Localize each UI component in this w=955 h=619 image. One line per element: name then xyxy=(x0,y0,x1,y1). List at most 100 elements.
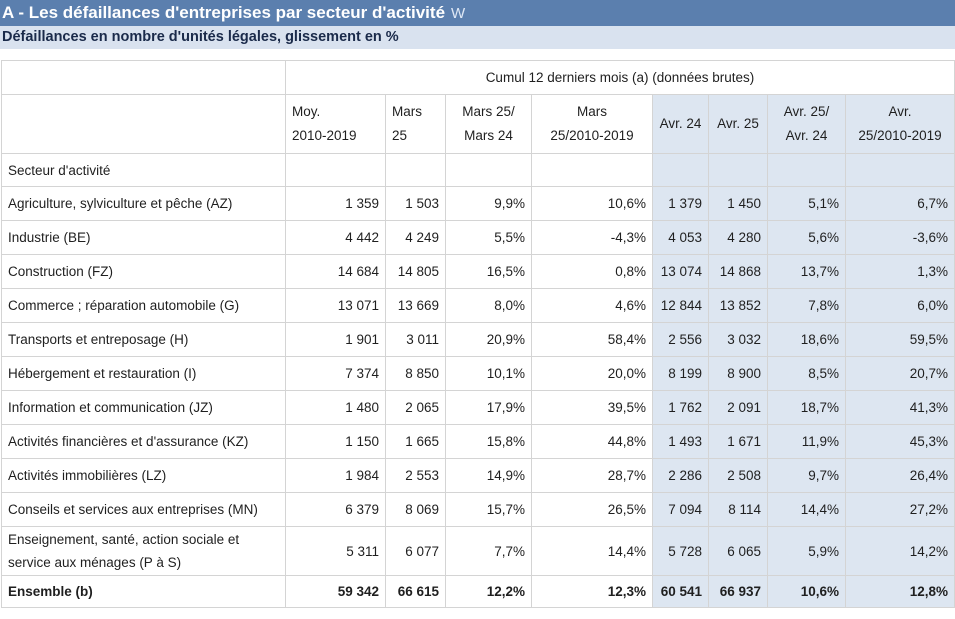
value-cell: 60 541 xyxy=(652,575,709,608)
value-cell: 14,4% xyxy=(767,492,846,527)
value-cell: 26,5% xyxy=(531,492,653,527)
value-cell: 12 844 xyxy=(652,288,709,323)
column-header: Avr. 25 xyxy=(708,94,768,154)
value-cell: 4,6% xyxy=(531,288,653,323)
value-cell: -3,6% xyxy=(845,220,955,255)
value-cell: 2 065 xyxy=(385,390,446,425)
value-cell: 14,2% xyxy=(845,526,955,576)
value-cell: 8 199 xyxy=(652,356,709,391)
value-cell: 10,6% xyxy=(767,575,846,608)
w-logo-icon: W xyxy=(451,5,466,22)
value-cell: 0,8% xyxy=(531,254,653,289)
value-cell: 6,7% xyxy=(845,186,955,221)
value-cell: 2 286 xyxy=(652,458,709,493)
value-cell: 8,5% xyxy=(767,356,846,391)
sector-name: Activités immobilières (LZ) xyxy=(1,458,286,493)
value-cell: 2 556 xyxy=(652,322,709,357)
column-header: Moy. 2010-2019 xyxy=(285,94,386,154)
sector-name: Industrie (BE) xyxy=(1,220,286,255)
sector-name: Agriculture, sylviculture et pêche (AZ) xyxy=(1,186,286,221)
value-cell: 7 094 xyxy=(652,492,709,527)
value-cell: 3 011 xyxy=(385,322,446,357)
table-row: Industrie (BE) 4 442 4 249 5,5% -4,3% 4 053 4 … xyxy=(1,220,955,255)
value-cell: 4 442 xyxy=(285,220,386,255)
value-cell: 6,0% xyxy=(845,288,955,323)
column-header: Avr. 25/Avr. 24 xyxy=(767,94,846,154)
value-cell: 12,2% xyxy=(445,575,532,608)
value-cell: 7 374 xyxy=(285,356,386,391)
value-cell: 1 665 xyxy=(385,424,446,459)
value-cell: 11,9% xyxy=(767,424,846,459)
value-cell: 1 671 xyxy=(708,424,768,459)
value-cell: 5,9% xyxy=(767,526,846,576)
value-cell: 9,9% xyxy=(445,186,532,221)
value-cell: 14 868 xyxy=(708,254,768,289)
value-cell: 13 852 xyxy=(708,288,768,323)
subtitle-bar: Défaillances en nombre d'unités légales,… xyxy=(0,26,955,49)
value-cell: 6 065 xyxy=(708,526,768,576)
value-cell: 41,3% xyxy=(845,390,955,425)
value-cell: 15,7% xyxy=(445,492,532,527)
failures-table: Cumul 12 derniers mois (a) (données brut… xyxy=(1,60,955,608)
value-cell: 1 984 xyxy=(285,458,386,493)
column-header: Mars 25/2010-2019 xyxy=(531,94,653,154)
value-cell: 8 069 xyxy=(385,492,446,527)
value-cell: 17,9% xyxy=(445,390,532,425)
empty-corner-cell xyxy=(1,60,286,95)
value-cell: 2 091 xyxy=(708,390,768,425)
value-cell: 5,1% xyxy=(767,186,846,221)
table-row: Commerce ; réparation automobile (G) 13 0… xyxy=(1,288,955,323)
total-row: Ensemble (b) 59 342 66 615 12,2% 12,3% 60 541… xyxy=(1,575,955,608)
value-cell: 1 359 xyxy=(285,186,386,221)
value-cell: 18,6% xyxy=(767,322,846,357)
value-cell: 4 280 xyxy=(708,220,768,255)
value-cell: 45,3% xyxy=(845,424,955,459)
sector-name: Construction (FZ) xyxy=(1,254,286,289)
column-header: Avr. 24 xyxy=(652,94,709,154)
sector-name: Commerce ; réparation automobile (G) xyxy=(1,288,286,323)
value-cell: 1 901 xyxy=(285,322,386,357)
value-cell: 39,5% xyxy=(531,390,653,425)
value-cell: 1 503 xyxy=(385,186,446,221)
table-row: Enseignement, santé, action sociale et se… xyxy=(1,526,955,576)
value-cell: 66 937 xyxy=(708,575,768,608)
sector-name: Transports et entreposage (H) xyxy=(1,322,286,357)
value-cell: 20,9% xyxy=(445,322,532,357)
value-cell: 44,8% xyxy=(531,424,653,459)
value-cell: 6 379 xyxy=(285,492,386,527)
value-cell: 58,4% xyxy=(531,322,653,357)
sector-label: Secteur d'activité xyxy=(1,153,286,187)
value-cell: 12,3% xyxy=(531,575,653,608)
value-cell: 7,7% xyxy=(445,526,532,576)
value-cell: 18,7% xyxy=(767,390,846,425)
table-row: Transports et entreposage (H) 1 901 3 011 2… xyxy=(1,322,955,357)
value-cell: 13,7% xyxy=(767,254,846,289)
value-cell: 5,6% xyxy=(767,220,846,255)
value-cell: 1 493 xyxy=(652,424,709,459)
value-cell: 14,4% xyxy=(531,526,653,576)
value-cell: 1,3% xyxy=(845,254,955,289)
page-title: A - Les défaillances d'entreprises par s… xyxy=(2,3,446,22)
table-row: Construction (FZ) 14 684 14 805 16,5% 0,8% 13… xyxy=(1,254,955,289)
table-row: Agriculture, sylviculture et pêche (AZ) 1… xyxy=(1,186,955,221)
value-cell: 28,7% xyxy=(531,458,653,493)
sector-name: Information et communication (JZ) xyxy=(1,390,286,425)
page-subtitle: Défaillances en nombre d'unités légales,… xyxy=(2,29,399,45)
value-cell: 10,6% xyxy=(531,186,653,221)
sector-name: Enseignement, santé, action sociale et se… xyxy=(1,526,286,576)
table-row: Information et communication (JZ) 1 480 2 … xyxy=(1,390,955,425)
value-cell: 1 450 xyxy=(708,186,768,221)
value-cell: 14 805 xyxy=(385,254,446,289)
table-row: Hébergement et restauration (I) 7 374 8 85… xyxy=(1,356,955,391)
value-cell: 4 053 xyxy=(652,220,709,255)
value-cell: -4,3% xyxy=(531,220,653,255)
sector-label-row: Secteur d'activité xyxy=(1,153,955,187)
value-cell: 20,0% xyxy=(531,356,653,391)
sector-name: Hébergement et restauration (I) xyxy=(1,356,286,391)
value-cell: 27,2% xyxy=(845,492,955,527)
value-cell: 7,8% xyxy=(767,288,846,323)
table-row: Conseils et services aux entreprises (MN… xyxy=(1,492,955,527)
value-cell: 8 114 xyxy=(708,492,768,527)
value-cell: 14 684 xyxy=(285,254,386,289)
value-cell: 4 249 xyxy=(385,220,446,255)
